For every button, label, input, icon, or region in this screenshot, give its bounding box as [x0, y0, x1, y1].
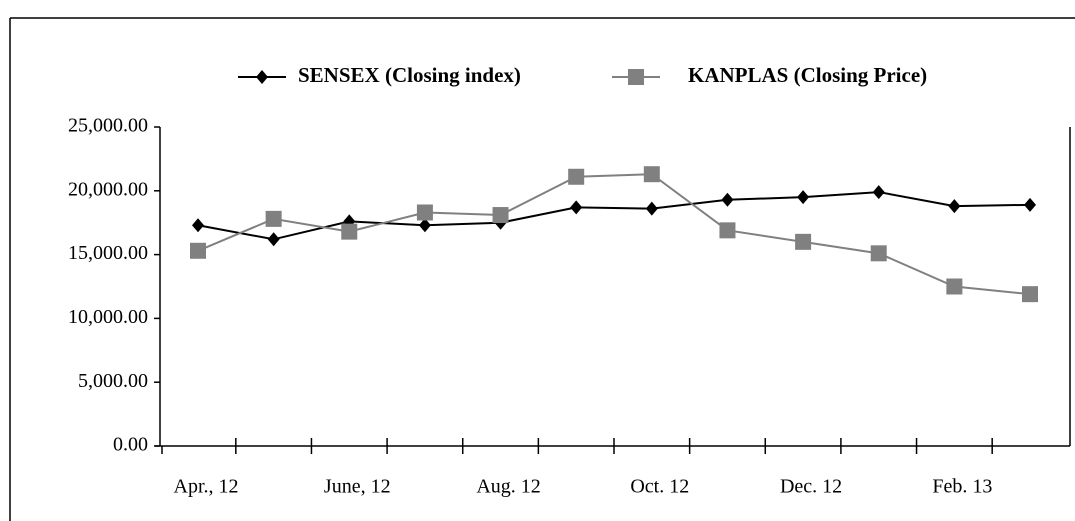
point [719, 222, 736, 239]
y-tick-label: 20,000.00 [68, 178, 148, 200]
point [1024, 197, 1036, 212]
point [797, 190, 810, 205]
point [341, 223, 358, 240]
y-tick-label: 0.00 [113, 434, 148, 456]
x-tick-label: Feb. 13 [932, 476, 992, 498]
x-tick-label: Aug. 12 [476, 476, 540, 498]
point [643, 166, 660, 183]
legend-marker [256, 70, 268, 84]
point [946, 278, 963, 295]
point [190, 242, 206, 259]
y-tick-label: 25,000.00 [68, 115, 148, 137]
point [1022, 286, 1038, 303]
point [872, 185, 885, 200]
point [265, 210, 282, 227]
legend-label: SENSEX (Closing index) [298, 63, 521, 87]
x-tick-label: June, 12 [324, 476, 391, 498]
x-tick-label: Dec. 12 [780, 476, 842, 498]
x-tick-label: Apr., 12 [174, 476, 239, 498]
x-tick-label: Oct. 12 [630, 476, 689, 498]
y-tick-label: 5,000.00 [78, 370, 148, 392]
point [416, 204, 433, 221]
y-tick-label: 10,000.00 [68, 306, 148, 328]
point [418, 218, 431, 233]
y-tick-label: 15,000.00 [68, 242, 148, 264]
point [192, 218, 204, 233]
point [721, 192, 734, 207]
legend-label: KANPLAS (Closing Price) [688, 63, 927, 87]
series-line [197, 173, 1031, 296]
point [948, 199, 961, 214]
legend-marker [628, 69, 644, 85]
point [870, 245, 887, 262]
series-line [197, 191, 1031, 241]
point [645, 201, 658, 216]
point [570, 200, 583, 215]
point [568, 168, 585, 185]
point [795, 233, 812, 250]
point [492, 207, 509, 224]
point [267, 232, 280, 247]
